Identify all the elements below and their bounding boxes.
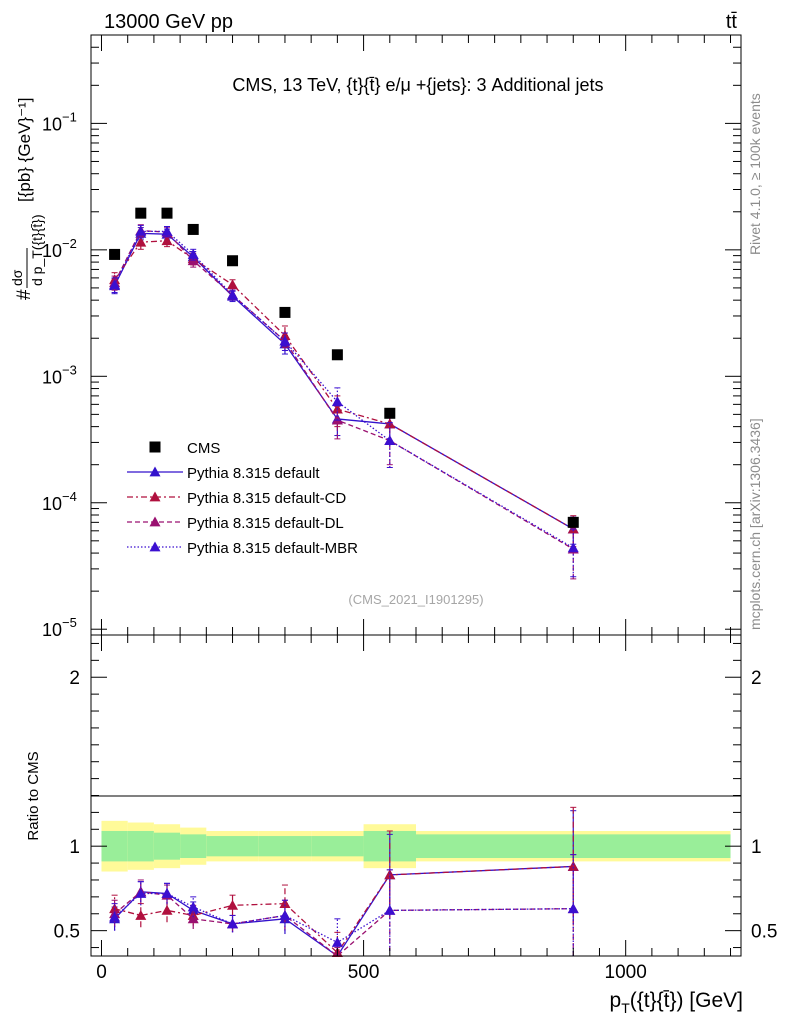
band-inner bbox=[153, 832, 181, 860]
ratio-point bbox=[279, 909, 291, 920]
legend-marker bbox=[149, 516, 161, 527]
series-point bbox=[227, 289, 239, 300]
legend-marker bbox=[149, 466, 161, 477]
series-line bbox=[114, 240, 574, 530]
cms-point bbox=[135, 207, 147, 219]
ratio-point bbox=[384, 904, 396, 915]
series-point bbox=[109, 279, 121, 290]
ratio-tick-label-left: 0.5 bbox=[54, 922, 80, 943]
ratio-point bbox=[187, 901, 199, 912]
ratio-point bbox=[227, 899, 239, 910]
series-2 bbox=[109, 224, 579, 580]
svg-text:[{pb} {GeV}⁻¹]: [{pb} {GeV}⁻¹] bbox=[15, 98, 34, 202]
legend-label-cms: CMS bbox=[187, 440, 220, 457]
series-point bbox=[187, 248, 199, 259]
series-point bbox=[161, 235, 173, 246]
series-point bbox=[331, 396, 343, 407]
y-tick-label: 10−5 bbox=[42, 615, 77, 640]
ratio-point bbox=[161, 887, 173, 898]
legend-label: Pythia 8.315 default bbox=[187, 465, 320, 482]
cms-point bbox=[109, 248, 121, 260]
cms-point bbox=[187, 223, 199, 235]
band-inner bbox=[206, 836, 259, 857]
x-tick-label: 0 bbox=[96, 962, 107, 983]
ratio-tick-label-right: 0.5 bbox=[751, 922, 777, 943]
ratio-series-group bbox=[109, 806, 579, 958]
y-tick-label: 10−3 bbox=[42, 362, 77, 387]
y-tick-label: 10−1 bbox=[42, 109, 77, 134]
cms-point bbox=[161, 207, 173, 219]
ratio-point bbox=[109, 911, 121, 922]
legend-label: Pythia 8.315 default-MBR bbox=[187, 540, 358, 557]
ratio-tick-label-left: 1 bbox=[69, 837, 80, 858]
ratio-point bbox=[161, 904, 173, 915]
x-tick-label: 500 bbox=[348, 962, 380, 983]
series-point bbox=[384, 435, 396, 446]
band-inner bbox=[258, 836, 312, 857]
x-tick-label: 1000 bbox=[605, 962, 647, 983]
y-axis-label: # dσ d p_T({t}{t̄}) [{pb} {GeV}⁻¹] bbox=[9, 98, 45, 300]
ratio-point bbox=[227, 918, 239, 929]
legend-label: Pythia 8.315 default-DL bbox=[187, 515, 344, 532]
energy-label: 13000 GeV pp bbox=[104, 11, 233, 33]
main-series-group bbox=[109, 224, 579, 580]
band-inner bbox=[127, 830, 154, 862]
ratio-y-label: Ratio to CMS bbox=[25, 751, 42, 840]
legend: CMS Pythia 8.315 default Pythia 8.315 defa… bbox=[127, 440, 358, 557]
ratio-axis-ticks: 0.5 0.5 1 1 2 2 bbox=[54, 635, 777, 956]
ratio-point bbox=[331, 936, 343, 947]
series-point bbox=[161, 225, 173, 236]
ratio-line bbox=[114, 892, 574, 944]
cms-point bbox=[567, 516, 579, 528]
series-point bbox=[384, 418, 396, 429]
ratio-tick-label-right: 2 bbox=[751, 668, 762, 689]
cms-point bbox=[227, 255, 239, 267]
band-inner bbox=[180, 834, 207, 859]
legend-marker bbox=[149, 541, 161, 552]
cms-point bbox=[331, 349, 343, 361]
ratio-point bbox=[567, 903, 579, 914]
cms-point bbox=[279, 306, 291, 318]
y-tick-label: 10−4 bbox=[42, 489, 77, 514]
analysis-id: (CMS_2021_I1901295) bbox=[348, 592, 483, 607]
band-inner bbox=[311, 836, 364, 857]
rivet-label: Rivet 4.1.0, ≥ 100k events bbox=[747, 93, 763, 255]
mcplots-label: mcplots.cern.ch [arXiv:1306.3436] bbox=[747, 418, 763, 630]
ratio-point bbox=[135, 887, 147, 898]
chart-title: CMS, 13 TeV, {t}{t̄} e/μ +{jets}: 3 Addi… bbox=[232, 75, 603, 95]
series-line bbox=[114, 229, 574, 550]
x-axis-label: pT({t}{t̄}) [GeV] bbox=[610, 989, 743, 1016]
ratio-bands bbox=[101, 820, 731, 872]
series-point bbox=[567, 523, 579, 534]
x-tick-labels: 0 500 1000 bbox=[96, 962, 647, 983]
ratio-panel: 0.5 0.5 1 1 2 2 Ratio to CMS bbox=[25, 634, 777, 958]
series-point bbox=[227, 279, 239, 290]
main-panel: 10−5 10−4 10−3 10−2 10−1 CMS, 13 TeV, {t}{t̄… bbox=[9, 34, 742, 640]
ratio-point bbox=[187, 913, 199, 924]
series-3 bbox=[109, 224, 579, 578]
series-point bbox=[135, 236, 147, 247]
svg-text:#: # bbox=[14, 289, 35, 300]
cms-point bbox=[384, 407, 396, 419]
svg-text:d p_T({t}{t̄}): d p_T({t}{t̄}) bbox=[29, 214, 45, 286]
ratio-frame bbox=[90, 634, 742, 957]
legend-label: Pythia 8.315 default-CD bbox=[187, 490, 346, 507]
series-point bbox=[567, 542, 579, 553]
legend-marker-cms bbox=[149, 441, 161, 453]
series-line bbox=[114, 232, 574, 530]
series-point bbox=[279, 335, 291, 346]
y-tick-label: 10−2 bbox=[42, 236, 77, 261]
main-axis-ticks: 10−5 10−4 10−3 10−2 10−1 bbox=[42, 34, 741, 640]
cms-data-group bbox=[109, 207, 579, 528]
series-point bbox=[135, 225, 147, 236]
svg-text:dσ: dσ bbox=[9, 269, 25, 286]
process-label: tt̄ bbox=[726, 11, 738, 33]
ratio-tick-label-left: 2 bbox=[69, 668, 80, 689]
ratio-series-3 bbox=[109, 854, 579, 956]
legend-marker bbox=[149, 491, 161, 502]
ratio-line bbox=[114, 891, 574, 957]
ratio-point bbox=[135, 909, 147, 920]
ratio-tick-label-right: 1 bbox=[751, 837, 762, 858]
